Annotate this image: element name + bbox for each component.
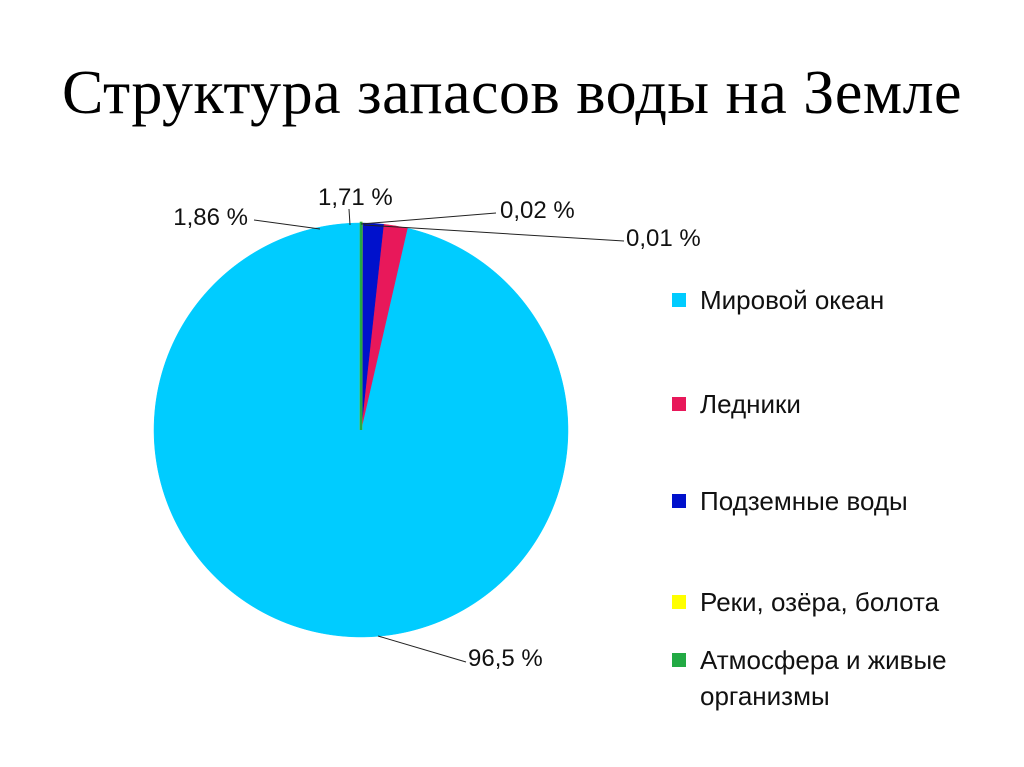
legend-item-glaciers: Ледники [672, 386, 1012, 422]
legend-item-atmosphere: Атмосфера и живые организмы [672, 642, 1012, 714]
leader-line-groundwater [348, 208, 351, 226]
leader-line-ocean [377, 635, 467, 663]
legend-item-groundwater: Подземные воды [672, 483, 1012, 519]
data-label-ocean: 96,5 % [468, 645, 543, 672]
data-label-lakes: 0,02 % [500, 197, 575, 224]
legend-swatch-lakes [672, 595, 686, 609]
chart-title: Структура запасов воды на Земле [61, 59, 963, 127]
leader-line-atmosphere [363, 224, 625, 242]
legend-item-ocean: Мировой океан [672, 282, 1012, 318]
legend-label-glaciers: Ледники [700, 389, 801, 419]
legend-swatch-glaciers [672, 397, 686, 411]
leader-lines [253, 208, 625, 663]
pie-slices [153, 221, 569, 638]
legend-label-groundwater: Подземные воды [700, 486, 908, 516]
legend-label-ocean: Мировой океан [700, 285, 885, 315]
legend-label-atmosphere: Атмосфера и живые организмы [700, 645, 947, 711]
legend-swatch-groundwater [672, 494, 686, 508]
legend-item-lakes: Реки, озёра, болота [672, 584, 1012, 620]
legend-swatch-atmosphere [672, 653, 686, 667]
data-label-groundwater: 1,71 % [318, 184, 393, 211]
data-label-glaciers: 1,86 % [173, 204, 248, 231]
legend-swatch-ocean [672, 293, 686, 307]
legend-label-lakes: Реки, озёра, болота [700, 587, 940, 617]
data-label-atmosphere: 0,01 % [626, 225, 701, 252]
leader-line-lakes [360, 212, 497, 225]
leader-line-glaciers [253, 219, 321, 230]
data-labels: 96,5 % 1,86 % 1,71 % 0,02 % 0,01 % [173, 184, 700, 672]
